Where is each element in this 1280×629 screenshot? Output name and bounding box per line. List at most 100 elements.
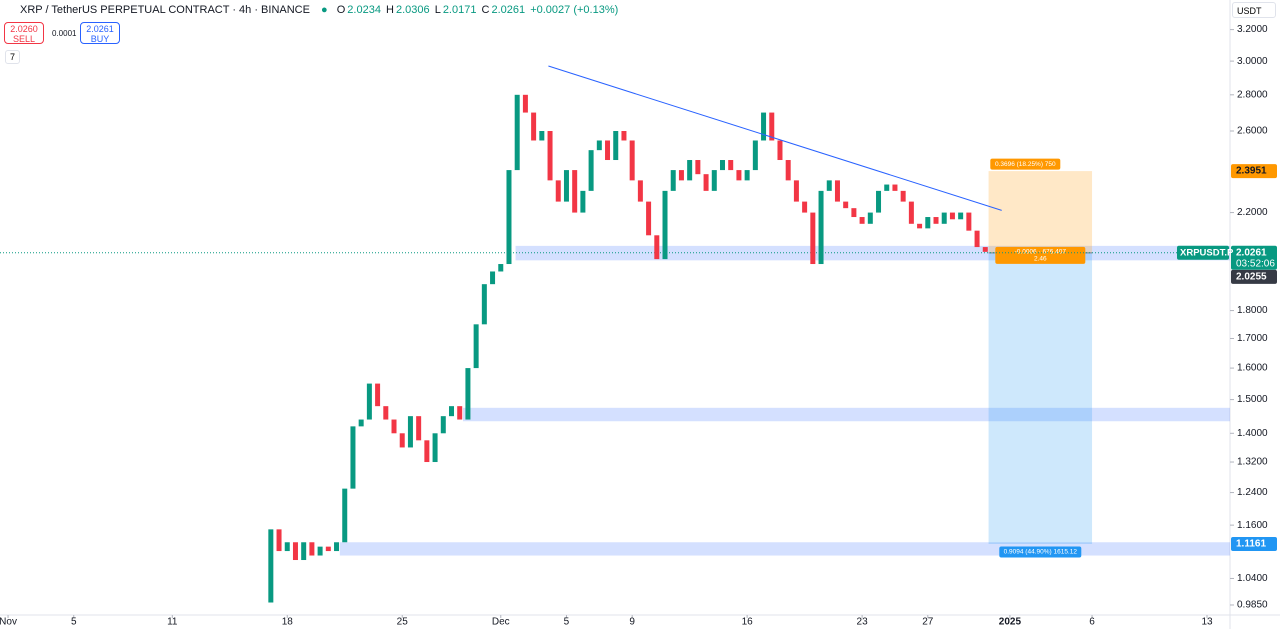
candle: [917, 223, 923, 229]
y-tick-label: 1.8000: [1237, 305, 1268, 316]
candle: [711, 170, 717, 191]
candle: [334, 542, 340, 552]
y-tick-label: 1.3200: [1237, 457, 1268, 468]
candle: [933, 217, 939, 224]
symbol-tag: XRPUSDT.P: [1180, 247, 1234, 258]
sell-button[interactable]: 2.0260 SELL: [4, 22, 44, 44]
candle: [884, 184, 890, 191]
y-tick-label: 1.0400: [1237, 573, 1268, 584]
ohlc-value: 2.0261: [491, 4, 526, 16]
stop-price-label: 2.3951: [1236, 166, 1267, 177]
candle: [818, 190, 824, 265]
y-tick-label: 1.1600: [1237, 520, 1268, 531]
candle: [375, 383, 381, 407]
target-stats: 0.9094 (44.90%) 1615.12: [1004, 549, 1078, 556]
candle: [769, 112, 775, 141]
candle: [925, 217, 931, 229]
candle: [490, 271, 496, 285]
candle: [588, 150, 594, 191]
candle: [719, 160, 725, 171]
stop-price-label-bg: [1231, 164, 1277, 179]
candle: [596, 140, 602, 151]
candle: [531, 112, 537, 141]
candle: [867, 212, 873, 224]
candle: [941, 212, 947, 224]
symbol-tag-bg: [1177, 245, 1229, 260]
symbol-header: XRP / TetherUS PERPETUAL CONTRACT · 4h ·…: [20, 4, 620, 16]
candle: [646, 201, 652, 236]
candle: [391, 419, 397, 434]
target-price-label-bg: [1231, 536, 1277, 551]
buy-button[interactable]: 2.0261 BUY: [80, 22, 120, 44]
zone: [462, 407, 1230, 422]
last-price: 2.0261: [1236, 247, 1267, 258]
x-tick-label: 23: [857, 617, 869, 628]
candle: [958, 212, 964, 220]
zone: [339, 542, 1230, 556]
spread: 0.0001: [52, 29, 77, 38]
y-tick-label: 2.8000: [1237, 89, 1268, 100]
candle: [514, 94, 520, 171]
candle: [440, 416, 446, 434]
x-tick-label: 18: [282, 617, 294, 628]
candle: [572, 170, 578, 213]
y-tick-label: 2.2000: [1237, 207, 1268, 218]
ohlc-label: C: [481, 4, 490, 16]
candle: [539, 131, 545, 141]
candle: [621, 131, 627, 141]
candle: [563, 170, 569, 202]
ohlc-value: 2.0171: [442, 4, 477, 16]
candle: [473, 324, 479, 369]
candle: [949, 212, 955, 220]
entry-price-label-bg: [1231, 269, 1277, 284]
candle: [292, 542, 298, 561]
indicator-toggle[interactable]: 7: [5, 50, 21, 64]
candle: [276, 529, 282, 552]
entry-price-label: 2.0255: [1236, 272, 1267, 283]
candle: [465, 368, 471, 420]
candle: [498, 264, 504, 272]
candle: [366, 383, 372, 420]
x-tick-label: 25: [397, 617, 409, 628]
candle: [752, 140, 758, 171]
entry-stats: -0.0006 · 676.407: [1015, 249, 1067, 256]
x-tick-label: 6: [1089, 617, 1095, 628]
sell-price: 2.0260: [10, 24, 38, 34]
target-stats-bg: [999, 546, 1082, 558]
y-tick-label: 1.5000: [1237, 394, 1268, 405]
candle: [342, 488, 348, 543]
x-tick-label: 27: [922, 617, 934, 628]
candle: [728, 160, 734, 171]
candle: [522, 94, 528, 113]
candle: [974, 230, 980, 248]
stop-stats: 0.3696 (18.25%) 750: [995, 161, 1056, 168]
trendline: [548, 65, 1002, 211]
candle: [761, 112, 767, 141]
candle: [876, 190, 882, 213]
status-dot: ●: [321, 4, 328, 16]
currency-select[interactable]: USDT: [1232, 2, 1276, 18]
candle: [892, 184, 898, 191]
candle: [555, 180, 561, 202]
candle: [802, 201, 808, 213]
candle: [703, 174, 709, 191]
candle: [613, 131, 619, 161]
target-price-label: 1.1161: [1236, 539, 1266, 550]
candle: [350, 426, 356, 489]
change: +0.0027 (+0.13%): [530, 4, 619, 16]
candle: [810, 212, 816, 265]
candle: [416, 416, 422, 441]
y-tick-label: 1.6000: [1237, 363, 1268, 374]
candle: [309, 542, 315, 556]
y-tick-label: 3.2000: [1237, 24, 1268, 35]
candle: [399, 433, 405, 448]
candle: [793, 180, 799, 202]
y-tick-label: 2.6000: [1237, 126, 1268, 137]
candle: [670, 170, 676, 191]
target-area: [988, 252, 1093, 544]
candle: [358, 419, 364, 427]
candle: [834, 180, 840, 202]
x-tick-label: 5: [564, 617, 570, 628]
